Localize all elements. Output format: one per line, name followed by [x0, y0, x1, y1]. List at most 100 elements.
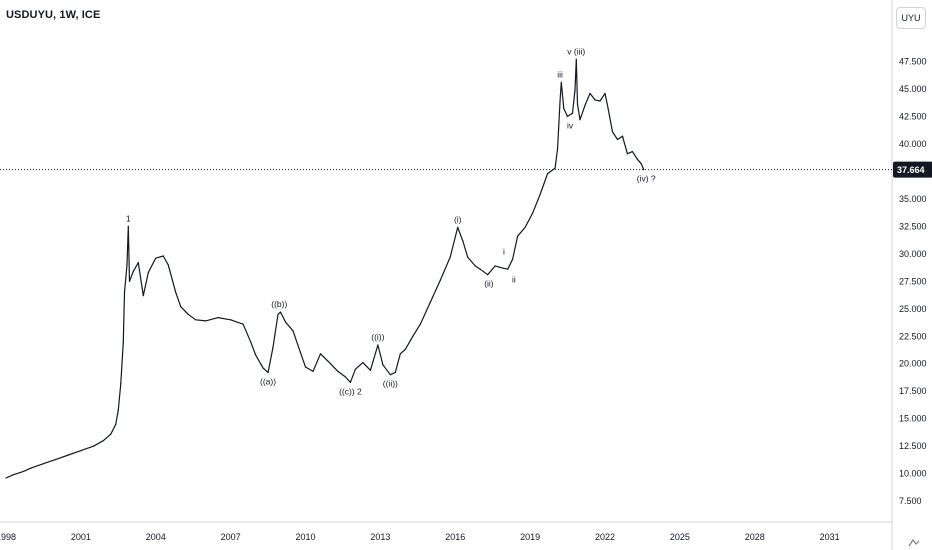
data-point: [123, 291, 126, 293]
data-point: [205, 320, 207, 322]
data-point: [277, 313, 279, 315]
symbol-title: USDUYU, 1W, ICE: [6, 9, 101, 21]
data-point: [329, 363, 332, 365]
wave-label: ((b)): [271, 299, 287, 309]
y-tick-label: 32.500: [899, 221, 927, 231]
currency-button[interactable]: UYU: [896, 7, 926, 29]
data-point: [349, 381, 351, 383]
data-point: [142, 295, 144, 297]
data-point: [175, 291, 177, 293]
data-point: [180, 306, 182, 308]
data-point: [457, 226, 459, 228]
data-point: [557, 147, 559, 149]
data-point: [621, 135, 624, 137]
wave-label: iv: [567, 120, 574, 130]
x-axis: 1998 2001 2004 2007 2010 2013 2016 2019 2022 2025…: [0, 521, 892, 542]
data-point: [547, 173, 549, 175]
data-point: [137, 262, 139, 264]
x-tick-label: 2013: [370, 532, 390, 542]
data-point: [566, 115, 569, 117]
y-tick-label: 45.000: [899, 84, 927, 94]
x-tick-label: 2031: [820, 532, 840, 542]
wave-label: (iv) ?: [637, 174, 656, 184]
data-point: [606, 104, 609, 106]
wave-label: i: [503, 246, 505, 256]
data-point: [474, 265, 476, 267]
x-tick-label: 2028: [745, 532, 765, 542]
data-point: [344, 376, 346, 378]
data-point: [337, 370, 339, 372]
data-point: [575, 58, 577, 60]
x-tick-label: 2016: [445, 532, 465, 542]
data-point: [92, 445, 94, 447]
data-point: [462, 240, 464, 242]
data-point: [195, 319, 197, 321]
wave-label: 1: [126, 213, 131, 223]
y-tick-label: 27.500: [899, 276, 927, 286]
data-point: [524, 226, 526, 228]
data-point: [560, 81, 562, 83]
data-point: [299, 352, 302, 354]
data-point: [419, 323, 421, 325]
wave-label: v (iii): [567, 46, 585, 56]
data-point: [517, 235, 519, 237]
last-price-label: 37.664: [893, 161, 932, 178]
data-point: [22, 470, 25, 472]
y-tick-label: 25.000: [899, 304, 927, 314]
data-point: [626, 153, 629, 155]
y-tick-label: 17.500: [899, 386, 927, 396]
data-point: [162, 255, 164, 257]
data-point: [631, 151, 634, 153]
data-point: [643, 169, 645, 171]
x-tick-label: 1998: [0, 532, 16, 542]
data-point: [429, 301, 431, 303]
y-tick-label: 35.000: [899, 194, 927, 204]
data-point: [292, 330, 294, 332]
price-series: [5, 58, 645, 479]
axis-settings-icon[interactable]: [907, 538, 921, 548]
y-tick-label: 22.500: [899, 331, 927, 341]
data-point: [319, 353, 322, 355]
data-point: [354, 368, 356, 370]
data-point: [584, 104, 586, 106]
data-point: [467, 256, 469, 258]
data-point: [599, 100, 601, 102]
data-point: [404, 348, 406, 350]
data-point: [255, 354, 257, 356]
data-point: [571, 112, 574, 114]
x-tick-label: 2025: [670, 532, 690, 542]
wave-label: (i): [454, 214, 462, 224]
last-price-badge: [893, 161, 932, 178]
data-point: [30, 467, 32, 469]
data-point: [284, 321, 287, 323]
data-point: [611, 131, 614, 133]
y-tick-label: 10.000: [899, 469, 927, 479]
data-point: [5, 477, 7, 479]
data-point: [230, 319, 232, 321]
wave-label: ((a)): [260, 377, 276, 387]
data-point: [494, 265, 496, 267]
data-point: [369, 369, 371, 371]
data-point: [55, 458, 57, 460]
wave-label: ((i)): [371, 332, 384, 342]
data-point: [110, 433, 112, 435]
data-point: [262, 367, 264, 369]
data-point: [594, 99, 596, 101]
data-point: [559, 99, 561, 101]
data-point: [128, 280, 131, 282]
wave-annotations: 1((b))((a))((c)) 2((i))((ii))(i)(ii)iiii…: [126, 46, 656, 396]
data-point: [511, 258, 514, 260]
series-line: [5, 58, 645, 479]
data-point: [126, 264, 128, 266]
data-point: [412, 335, 414, 337]
y-tick-label: 40.000: [899, 139, 927, 149]
data-point: [155, 257, 157, 259]
data-point: [67, 454, 69, 456]
y-tick-label: 15.000: [899, 414, 927, 424]
data-point: [507, 268, 509, 270]
data-point: [636, 158, 639, 160]
data-point: [312, 370, 314, 372]
data-point: [42, 463, 45, 465]
x-tick-label: 2010: [295, 532, 315, 542]
